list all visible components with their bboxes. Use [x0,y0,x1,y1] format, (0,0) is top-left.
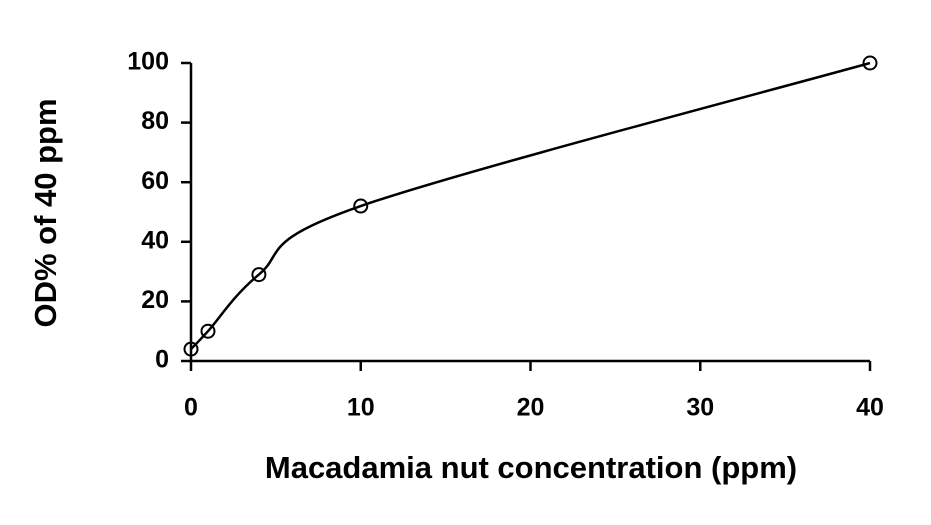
y-tick-label: 80 [141,107,169,135]
y-tick-label: 100 [127,48,169,76]
marker [353,198,369,214]
y-tick-label: 0 [155,346,169,374]
x-tick-label: 10 [347,394,375,422]
x-tick-label: 30 [686,394,714,422]
x-axis-title: Macadamia nut concentration (ppm) [265,450,797,485]
marker [183,341,199,357]
y-axis-title: OD% of 40 ppm [28,98,63,327]
marker [862,55,878,71]
y-tick-label: 60 [141,167,169,195]
marker [200,323,216,339]
x-tick-label: 20 [517,394,545,422]
x-tick-label: 0 [184,394,198,422]
data-line [190,61,871,350]
y-tick-label: 40 [141,226,169,254]
marker [251,267,267,283]
x-tick-label: 40 [856,394,884,422]
y-tick-label: 20 [141,286,169,314]
